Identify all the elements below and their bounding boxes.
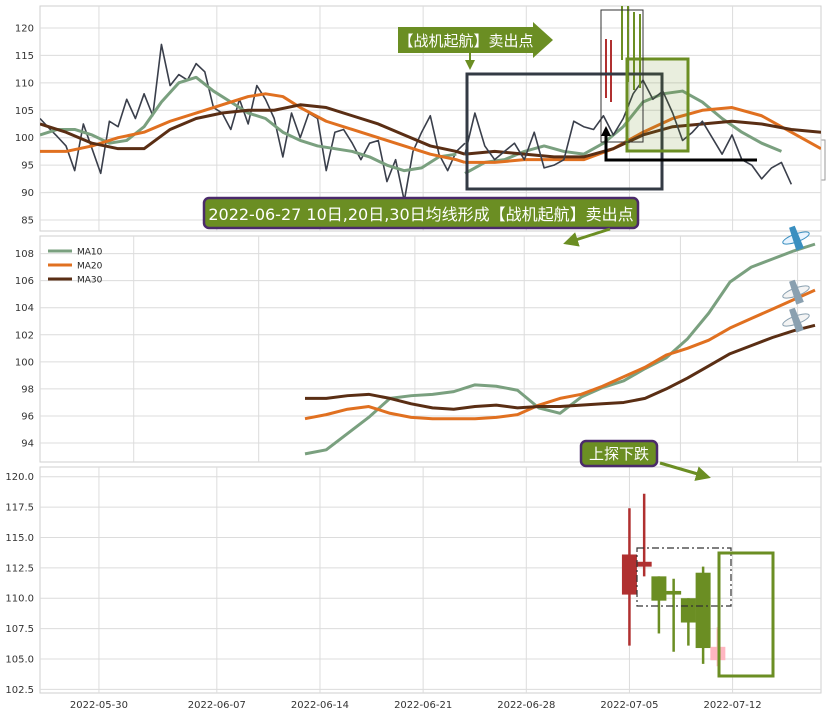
plot-layer: 85 90 95 100 105 110 115 120 94 96 98 100 102 104 106 1…: [5, 5, 822, 711]
x-tick-label: 2022-06-07: [188, 700, 246, 711]
legend-label: MA30: [77, 276, 103, 286]
sell-point-label: 【战机起航】卖出点: [398, 32, 533, 50]
bottom-panel-ytick-label: 115.0: [5, 533, 34, 544]
middle-series-line-ma20: [304, 288, 816, 421]
green-box: [717, 551, 775, 678]
legend-label: MA10: [77, 248, 103, 258]
middle-panel-frame: [39, 235, 822, 463]
x-tick-label: 2022-06-28: [497, 700, 555, 711]
top-series-line: [40, 43, 466, 202]
top-panel-ytick-label: 110: [15, 78, 34, 89]
airplane-icon: [782, 279, 810, 305]
sell-point-callout: 【战机起航】卖出点: [398, 22, 553, 70]
candle-body: [621, 554, 637, 595]
top-panel-ytick-label: 100: [15, 133, 34, 144]
x-tick-label: 2022-06-21: [394, 700, 452, 711]
bottom-panel-ytick-label: 107.5: [5, 624, 34, 635]
airplane-icon: [782, 225, 810, 251]
middle-panel-ytick-label: 102: [15, 330, 34, 341]
candle-body: [651, 576, 667, 601]
top-panel-ytick-label: 120: [15, 23, 34, 34]
candle-body: [680, 598, 696, 623]
bottom-panel-ytick-label: 112.5: [5, 563, 34, 574]
candle-body: [636, 561, 652, 567]
top-series-line: [40, 103, 466, 156]
bottom-panel-ytick-label: 120.0: [5, 472, 34, 483]
bracket-arrow-icon: [601, 126, 611, 136]
top-series-line: [40, 92, 466, 164]
middle-series-line-ma30: [305, 323, 816, 411]
middle-panel-ytick-label: 94: [21, 439, 34, 450]
middle-panel-ytick-label: 100: [15, 357, 34, 368]
bottom-panel-ytick-label: 102.5: [5, 685, 34, 696]
middle-panel-series: [304, 242, 816, 456]
bottom-panel-ytick-label: 110.0: [5, 594, 34, 605]
candle-body: [695, 572, 711, 649]
legend-label: MA20: [77, 262, 103, 272]
top-series-line: [40, 75, 457, 173]
middle-panel-ytick-label: 98: [21, 384, 34, 395]
highlight-box-green: [625, 57, 690, 153]
top-panel-ytick-label: 90: [21, 188, 34, 199]
highlight-box-dark: [465, 72, 664, 191]
highlight-box-thin: [600, 9, 644, 143]
candles: [621, 493, 726, 667]
middle-panel-ytick-label: 96: [21, 411, 34, 422]
bottom-panel-ytick-label: 117.5: [5, 503, 34, 514]
airplane-icon: [782, 307, 810, 333]
x-tick-label: 2022-07-05: [600, 700, 658, 711]
rise-then-fall-label: 上探下跌: [589, 445, 649, 463]
bottom-panel-frame: [39, 466, 822, 694]
middle-legend: MA10 MA20 MA30: [48, 248, 103, 286]
x-tick-label: 2022-06-14: [291, 700, 349, 711]
top-panel-ytick-label: 85: [21, 216, 34, 227]
overlay-layer: 【战机起航】卖出点 2022-06-27 10日,20日,30日均线形成【战机起…: [202, 9, 810, 678]
bracket-line: [604, 132, 757, 162]
x-tick-label: 2022-05-30: [70, 700, 128, 711]
middle-panel-ytick-label: 108: [15, 249, 34, 260]
bottom-panel-axes: 102.5 105.0 107.5 110.0 112.5 115.0 117.5 120.0: [5, 466, 822, 696]
x-tick-label: 2022-07-12: [704, 700, 762, 711]
middle-panel-ytick-label: 104: [15, 303, 34, 314]
top-panel-ytick-label: 95: [21, 161, 34, 172]
top-panel-ytick-label: 105: [15, 106, 34, 117]
bottom-panel-ytick-label: 105.0: [5, 654, 34, 665]
candle-body: [666, 590, 682, 595]
dashdot-box: [636, 547, 732, 607]
top-panel-ytick-label: 115: [15, 51, 34, 62]
ma-sell-point-label: 2022-06-27 10日,20日,30日均线形成【战机起航】卖出点: [208, 205, 633, 224]
middle-panel-ytick-label: 106: [15, 276, 34, 287]
rise-then-fall-callout: 上探下跌: [579, 439, 711, 481]
ma-sell-point-callout: 2022-06-27 10日,20日,30日均线形成【战机起航】卖出点: [202, 196, 640, 247]
middle-panel-axes: 94 96 98 100 102 104 106 108: [15, 235, 822, 463]
